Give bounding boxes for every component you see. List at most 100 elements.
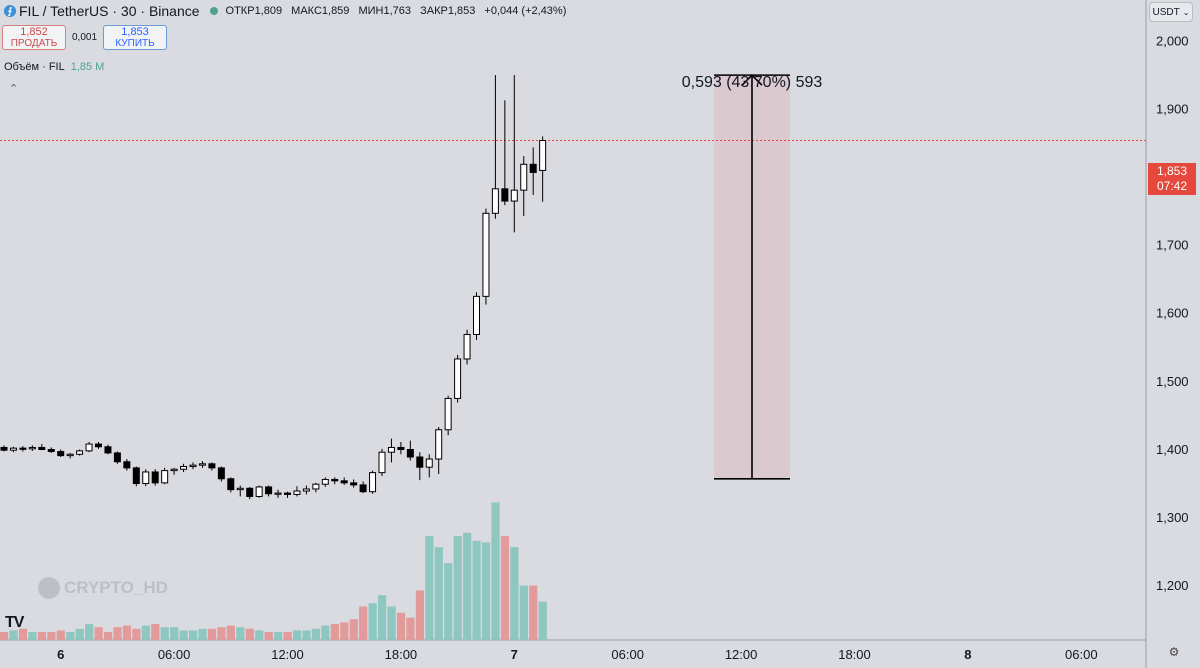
volume-bar (311, 628, 321, 640)
volume-bar (302, 630, 311, 640)
candle-up (28, 446, 36, 450)
volume-bar (274, 632, 283, 640)
volume-bar (500, 536, 510, 640)
candle-down (397, 446, 405, 450)
low-label: МИН (358, 5, 384, 17)
price-tick-label: 1,200 (1156, 578, 1189, 593)
volume-bar (359, 606, 368, 640)
buy-button[interactable]: 1,853 КУПИТЬ (103, 25, 168, 50)
volume-bar (472, 540, 481, 640)
candle-up (170, 468, 178, 472)
time-tick-label: 8 (964, 647, 971, 662)
candle-up (142, 471, 150, 485)
candle-down (151, 471, 159, 484)
candle-up (378, 451, 386, 474)
volume-bar (132, 628, 141, 640)
measure-arrow[interactable] (714, 74, 790, 480)
candle-up (198, 463, 206, 466)
candle-up (302, 488, 310, 492)
volume-bar (37, 632, 46, 640)
volume-bar (463, 532, 472, 640)
watermark-text: CRYPTO_HD (64, 578, 168, 597)
volume-bar (444, 563, 453, 640)
volume-bars (0, 502, 547, 640)
filecoin-icon: ⨍ (4, 5, 16, 17)
candle-up (369, 472, 377, 493)
watermark: CRYPTO_HD (38, 577, 168, 599)
time-tick-label: 18:00 (385, 647, 418, 662)
candle-up (387, 446, 395, 453)
volume-bar (415, 590, 424, 640)
time-tick-label: 18:00 (838, 647, 871, 662)
currency-selector[interactable]: USDT ⌄ (1149, 2, 1193, 22)
tradingview-logo[interactable]: TV (5, 614, 24, 631)
open-value: 1,809 (254, 5, 283, 17)
volume-bar (255, 630, 264, 640)
candles (0, 75, 547, 500)
candle-down (19, 447, 27, 450)
candle-up (539, 139, 547, 171)
candle-down (217, 467, 225, 480)
price-tick-label: 1,700 (1156, 238, 1189, 253)
chart-background (0, 0, 1146, 640)
sell-label: ПРОДАТЬ (10, 38, 58, 49)
volume-bar (56, 630, 65, 640)
volume-bar (122, 625, 132, 640)
price-axis[interactable]: 2,0001,9001,8001,7001,6001,5001,4001,300… (1156, 33, 1189, 593)
volume-indicator-label: Объём · FIL (4, 61, 65, 73)
volume-bar (94, 627, 103, 640)
volume-bar (170, 627, 179, 640)
volume-bar (47, 632, 56, 640)
candle-up (255, 486, 263, 497)
close-label: ЗАКР (420, 5, 448, 17)
bar-countdown: 07:42 (1156, 179, 1188, 193)
candle-up (463, 333, 471, 360)
candle-down (113, 452, 121, 463)
volume-bar (406, 617, 415, 640)
time-axis[interactable]: 6 06:00 12:00 18:00 7 06:00 12:00 18:00 8 06:00 (57, 647, 1097, 662)
volume-bar (75, 628, 84, 640)
candle-up (293, 490, 301, 495)
candle-up (510, 189, 518, 202)
candle-up (236, 487, 244, 491)
candle-up (66, 453, 74, 457)
volume-bar (396, 612, 406, 640)
volume-bar (453, 536, 462, 640)
sell-button[interactable]: 1,852 ПРОДАТЬ (2, 25, 66, 50)
candle-down (104, 446, 112, 454)
volume-bar (368, 603, 377, 640)
candle-down (123, 461, 131, 469)
time-tick-label: 7 (511, 647, 518, 662)
high-value: 1,859 (321, 5, 350, 17)
volume-bar (538, 601, 547, 640)
volume-bar (160, 627, 169, 640)
volume-bar (330, 624, 339, 640)
measure-arrowhead (741, 74, 763, 86)
candle-down (359, 484, 367, 493)
volume-bar (292, 630, 302, 640)
volume-bar (113, 627, 122, 640)
gear-icon[interactable]: ⚙ (1168, 645, 1180, 659)
candle-up (454, 358, 462, 399)
candle-down (501, 188, 509, 202)
volume-indicator-legend[interactable]: Объём · FIL 1,85 M (4, 61, 104, 73)
candle-up (482, 212, 490, 297)
price-tick-label: 1,500 (1156, 374, 1189, 389)
volume-bar (141, 625, 150, 640)
volume-bar (28, 632, 37, 640)
market-open-dot-icon (209, 7, 218, 15)
buy-label: КУПИТЬ (115, 38, 155, 49)
volume-bar (151, 624, 160, 640)
candle-down (246, 487, 254, 497)
candle-up (85, 443, 93, 452)
candle-down (132, 467, 140, 485)
symbol-title[interactable]: FIL / TetherUS · 30 · Binance (19, 3, 200, 19)
chevron-up-icon[interactable]: ⌃ (9, 83, 19, 95)
low-value: 1,763 (383, 5, 412, 17)
volume-bar (189, 630, 198, 640)
trade-buttons: 1,852 ПРОДАТЬ 0,001 1,853 КУПИТЬ (2, 25, 168, 50)
candle-down (0, 446, 8, 451)
volume-bar (0, 632, 9, 640)
high-label: МАКС (291, 5, 322, 17)
